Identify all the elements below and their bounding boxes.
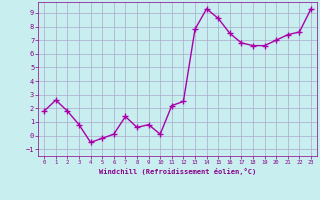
X-axis label: Windchill (Refroidissement éolien,°C): Windchill (Refroidissement éolien,°C) xyxy=(99,168,256,175)
